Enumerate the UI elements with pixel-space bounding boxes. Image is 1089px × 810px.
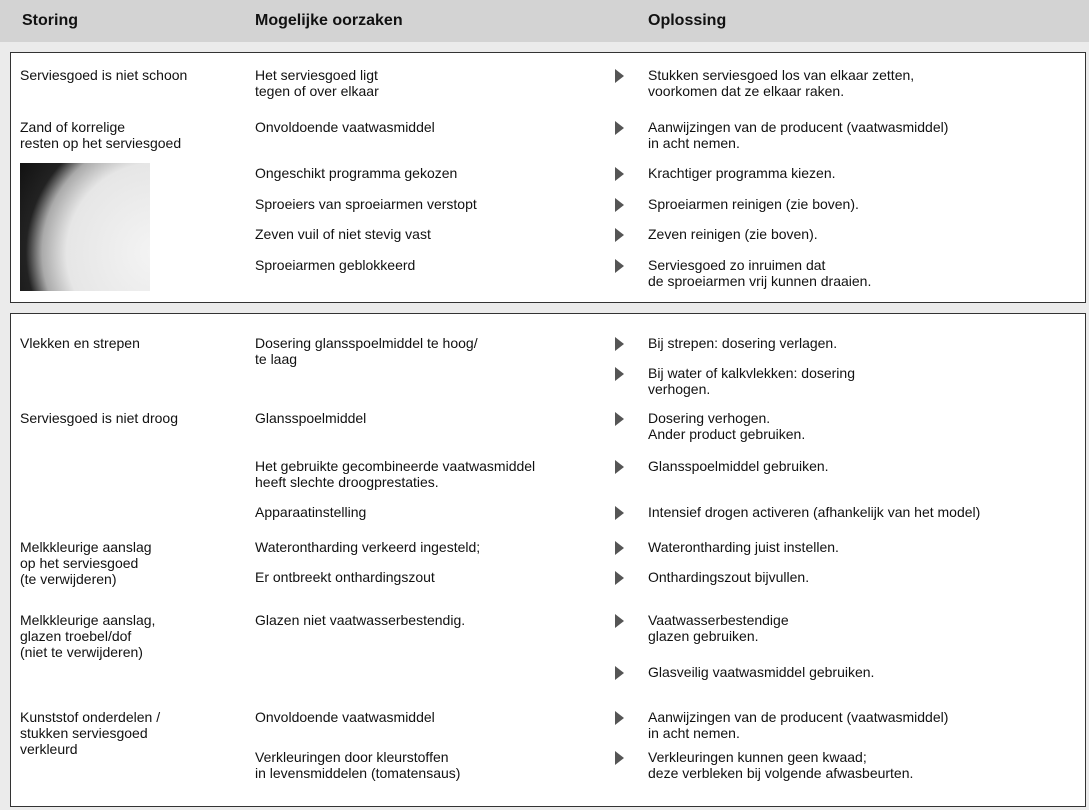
storing-text: Serviesgoed is niet droog bbox=[20, 410, 178, 426]
storing-text: Melkkleurige aanslag, glazen troebel/dof… bbox=[20, 612, 156, 660]
oorzaak-text: Er ontbreekt onthardingszout bbox=[255, 569, 435, 585]
oplossing-text: Zeven reinigen (zie boven). bbox=[648, 226, 818, 242]
oorzaak-text: Onvoldoende vaatwasmiddel bbox=[255, 119, 435, 135]
arrow-icon bbox=[615, 506, 624, 520]
arrow-icon bbox=[615, 167, 624, 181]
oorzaak-text: Ongeschikt programma gekozen bbox=[255, 165, 458, 181]
oorzaak-text: Waterontharding verkeerd ingesteld; bbox=[255, 539, 481, 555]
oplossing-text: Verkleuringen kunnen geen kwaad; deze ve… bbox=[648, 749, 914, 781]
header-bar: Storing Mogelijke oorzaken Oplossing bbox=[0, 0, 1089, 42]
oplossing-text: Glasveilig vaatwasmiddel gebruiken. bbox=[648, 664, 875, 680]
arrow-icon bbox=[615, 198, 624, 212]
oplossing-text: Bij water of kalkvlekken: dosering verho… bbox=[648, 365, 855, 397]
oplossing-text: Waterontharding juist instellen. bbox=[648, 539, 839, 555]
arrow-icon bbox=[615, 69, 624, 83]
arrow-icon bbox=[615, 460, 624, 474]
storing-text: Kunststof onderdelen / stukken serviesgo… bbox=[20, 709, 161, 757]
arrow-icon bbox=[615, 367, 624, 381]
arrow-icon bbox=[615, 228, 624, 242]
oorzaak-text: Sproeiarmen geblokkeerd bbox=[255, 257, 416, 273]
oorzaak-text: Apparaatinstelling bbox=[255, 504, 367, 520]
arrow-icon bbox=[615, 412, 624, 426]
oplossing-text: Serviesgoed zo inruimen dat de sproeiarm… bbox=[648, 257, 872, 289]
oorzaak-text: Het gebruikte gecombineerde vaatwasmidde… bbox=[255, 458, 536, 490]
dish-photo bbox=[20, 163, 150, 291]
storing-text: Vlekken en strepen bbox=[20, 335, 140, 351]
oorzaak-text: Onvoldoende vaatwasmiddel bbox=[255, 709, 435, 725]
oplossing-text: Glansspoelmiddel gebruiken. bbox=[648, 458, 829, 474]
oplossing-text: Intensief drogen activeren (afhankelijk … bbox=[648, 504, 981, 520]
oorzaak-text: Glansspoelmiddel bbox=[255, 410, 367, 426]
storing-text: Serviesgoed is niet schoon bbox=[20, 67, 188, 83]
oplossing-text: Vaatwasserbestendige glazen gebruiken. bbox=[648, 612, 789, 644]
arrow-icon bbox=[615, 121, 624, 135]
oplossing-text: Onthardingszout bijvullen. bbox=[648, 569, 810, 585]
arrow-icon bbox=[615, 541, 624, 555]
oorzaak-text: Sproeiers van sproeiarmen verstopt bbox=[255, 196, 477, 212]
arrow-icon bbox=[615, 711, 624, 725]
oorzaak-text: Het serviesgoed ligt tegen of over elkaa… bbox=[255, 67, 379, 99]
oorzaak-text: Dosering glansspoelmiddel te hoog/ te la… bbox=[255, 335, 478, 367]
oorzaak-text: Zeven vuil of niet stevig vast bbox=[255, 226, 431, 242]
arrow-icon bbox=[615, 666, 624, 680]
oplossing-text: Aanwijzingen van de producent (vaatwasmi… bbox=[648, 709, 949, 741]
oorzaak-text: Verkleuringen door kleurstoffen in leven… bbox=[255, 749, 461, 781]
arrow-icon bbox=[615, 337, 624, 351]
header-storing: Storing bbox=[22, 12, 78, 29]
arrow-icon bbox=[615, 259, 624, 273]
storing-text: Melkkleurige aanslag op het serviesgoed … bbox=[20, 539, 152, 587]
oorzaak-text: Glazen niet vaatwasserbestendig. bbox=[255, 612, 466, 628]
oplossing-text: Aanwijzingen van de producent (vaatwasmi… bbox=[648, 119, 949, 151]
oplossing-text: Stukken serviesgoed los van elkaar zette… bbox=[648, 67, 915, 99]
section-box bbox=[10, 313, 1086, 807]
header-oorzaken: Mogelijke oorzaken bbox=[255, 12, 403, 29]
section-box bbox=[10, 52, 1086, 303]
arrow-icon bbox=[615, 614, 624, 628]
arrow-icon bbox=[615, 571, 624, 585]
oplossing-text: Sproeiarmen reinigen (zie boven). bbox=[648, 196, 859, 212]
header-oplossing: Oplossing bbox=[648, 12, 727, 29]
arrow-icon bbox=[615, 751, 624, 765]
oplossing-text: Bij strepen: dosering verlagen. bbox=[648, 335, 838, 351]
oplossing-text: Krachtiger programma kiezen. bbox=[648, 165, 836, 181]
storing-text: Zand of korrelige resten op het serviesg… bbox=[20, 119, 182, 151]
oplossing-text: Dosering verhogen. Ander product gebruik… bbox=[648, 410, 806, 442]
